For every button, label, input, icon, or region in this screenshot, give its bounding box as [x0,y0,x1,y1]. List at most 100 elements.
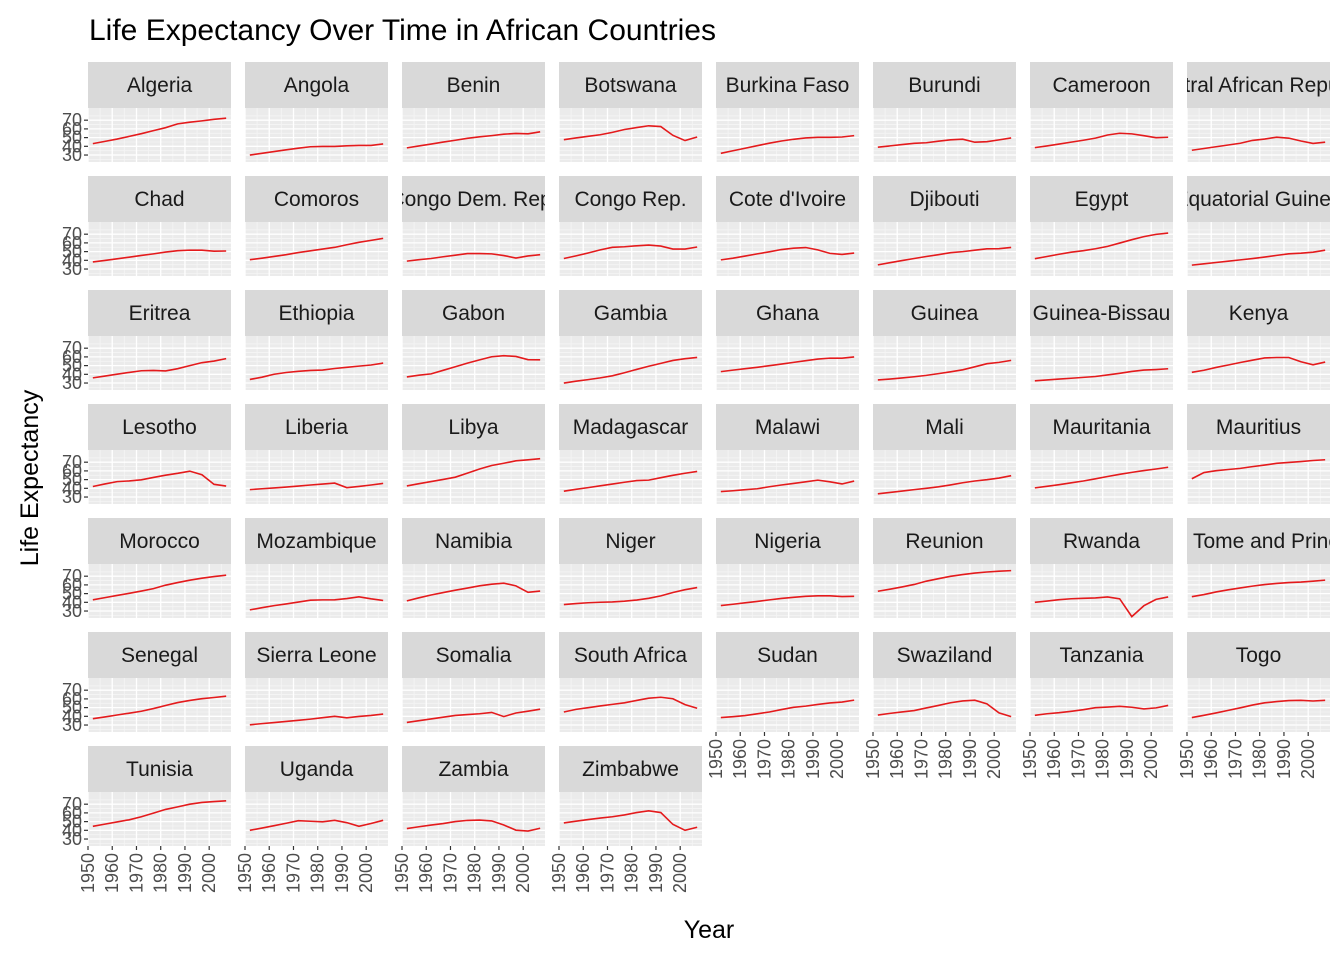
y-tick-label: 70 [62,566,82,586]
series-line [249,482,384,491]
facet-panel: Mali [872,404,1016,504]
facet-strip [1187,632,1330,678]
chart-title: Life Expectancy Over Time in African Cou… [89,14,716,47]
facet-strip [873,62,1016,108]
facet-panel: Burkina Faso [715,62,859,162]
facet-panel: Comoros [244,176,388,276]
facet-panel: Burundi [872,62,1016,162]
series-line [877,246,1012,266]
facet-strip-label: Angola [284,74,350,97]
facet-strip-label: Central African Republic [1146,74,1344,97]
x-tick-label: 1990 [960,739,980,779]
series-line [249,362,384,381]
x-tick-label: 2000 [513,853,533,893]
facet-panel: Kenya [1186,290,1330,390]
facet-strip-label: Egypt [1075,188,1129,211]
facet-strip-label: Liberia [285,416,348,439]
facet-strip-label: Malawi [755,416,820,439]
series-line [1034,704,1169,717]
facet-panel: Niger [558,518,702,618]
facet-strip [402,404,545,450]
facet-strip [245,632,388,678]
x-axis-label: Year [684,916,735,944]
series-line [877,137,1012,148]
y-tick-label: 40 [62,592,82,612]
series-line [406,819,541,832]
facet-strip [88,290,231,336]
x-tick-label: 1970 [283,853,303,893]
y-tick-label: 70 [62,224,82,244]
facet-panel: Cameroon [1029,62,1173,162]
facet-panel: Guinea [872,290,1016,390]
facet-panel: Tanzania 1950 1960 1970 1980 1990 2000 [1020,632,1173,779]
facet-strip [716,62,859,108]
y-tick-label: 70 [62,680,82,700]
facet-strip [716,518,859,564]
series-line [720,356,855,373]
y-tick-label: 50 [62,356,82,376]
series-line [249,819,384,832]
y-tick-label: 40 [62,478,82,498]
y-tick-label: 30 [62,373,82,393]
facet-strip [1187,290,1330,336]
facet-strip [1030,176,1173,222]
series-line [563,124,698,142]
facet-strip-label: Comoros [274,188,359,211]
series-line [406,457,541,487]
facet-strip-label: Burkina Faso [726,74,850,97]
y-tick-label: 40 [62,706,82,726]
facet-strip [873,632,1016,678]
facet-strip-label: Rwanda [1063,530,1140,553]
x-tick-label: 1980 [151,853,171,893]
x-tick-label: 1980 [936,739,956,779]
facet-strip [559,62,702,108]
series-line [1191,699,1326,719]
y-tick-label: 50 [62,128,82,148]
facet-strip [88,632,231,678]
series-line [563,586,698,606]
x-tick-label: 2000 [1298,739,1318,779]
facet-strip [559,632,702,678]
series-line [406,582,541,602]
facet-panel: Zimbabwe 1950 1960 1970 1980 1990 2000 [549,746,702,893]
facet-strip [1030,518,1173,564]
x-tick-label: 2000 [827,739,847,779]
series-line [1191,356,1326,374]
facet-panel: Togo 1950 1960 1970 1980 1990 2000 [1177,632,1330,779]
x-tick-label: 1980 [308,853,328,893]
y-tick-label: 60 [62,119,82,139]
series-line [1191,136,1326,152]
x-tick-label: 1960 [1201,739,1221,779]
y-tick-label: 60 [62,233,82,253]
facet-strip-label: Mauritius [1216,416,1301,439]
y-tick-label: 50 [62,698,82,718]
series-line [249,596,384,611]
facet-strip [716,632,859,678]
y-tick-label: 30 [62,145,82,165]
y-tick-label: 70 [62,338,82,358]
facet-strip-label: Madagascar [573,416,689,439]
x-tick-label: 1950 [706,739,726,779]
facet-strip-label: Ghana [756,302,819,325]
facet-panel: Rwanda [1029,518,1173,618]
facet-strip [559,290,702,336]
facet-strip [1030,404,1173,450]
x-tick-label: 1990 [489,853,509,893]
facet-strip [245,62,388,108]
facet-strip-label: Senegal [121,644,198,667]
facet-strip-label: Reunion [905,530,983,553]
y-tick-label: 60 [62,347,82,367]
facet-strip-label: Somalia [436,644,512,667]
series-line [406,354,541,378]
series-line [406,708,541,724]
facet-panel: Congo Dem. Rep. [401,176,545,276]
facet-strip-label: Guinea-Bissau [1033,302,1171,325]
y-tick-label: 40 [62,250,82,270]
x-tick-label: 1990 [803,739,823,779]
x-tick-label: 1960 [887,739,907,779]
facet-panel: Benin [401,62,545,162]
